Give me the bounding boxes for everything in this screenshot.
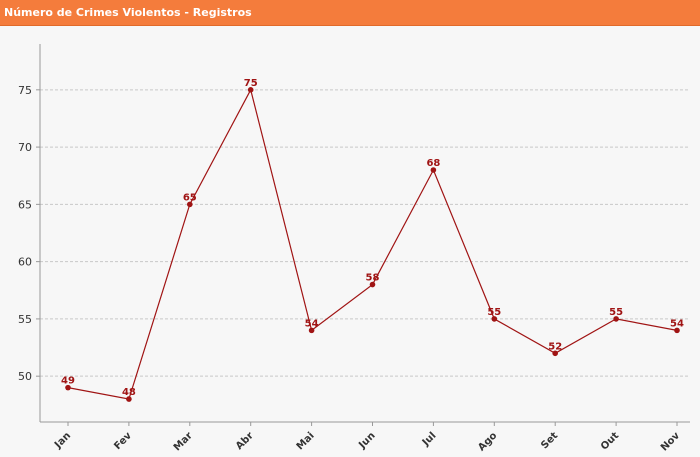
data-points <box>65 87 680 402</box>
x-tick-labels: Jan Fev Mar Abr Mai Jun Jul Ago Set Out Nov <box>52 430 682 454</box>
chart-panel: 50 55 60 65 70 75 Jan Fev Mar Abr Mai Jun Jul Ago Set… <box>0 26 700 457</box>
series-line <box>67 88 678 400</box>
data-point-nov <box>674 327 680 334</box>
data-labels: 49 48 65 75 54 58 68 55 52 55 54 <box>61 78 684 398</box>
data-label-out: 55 <box>609 307 623 318</box>
data-point-mar <box>187 201 193 208</box>
data-point-abr <box>247 87 254 93</box>
data-point-fev <box>126 396 132 402</box>
data-label-mar: 65 <box>183 192 197 203</box>
data-point-out <box>613 316 619 322</box>
x-tick-label-abr: Abr <box>234 430 256 452</box>
data-label-jan: 49 <box>61 376 75 387</box>
x-tick-label-mar: Mar <box>172 430 195 453</box>
data-point-jan <box>65 384 71 391</box>
data-label-jun: 58 <box>366 273 380 284</box>
y-tick-label: 50 <box>18 370 32 383</box>
data-label-nov: 54 <box>670 318 684 329</box>
data-point-jun <box>369 281 376 288</box>
x-tick-label-jul: Jul <box>420 430 439 449</box>
line-chart: 50 55 60 65 70 75 Jan Fev Mar Abr Mai Jun Jul Ago Set… <box>18 44 690 454</box>
data-label-abr: 75 <box>244 78 258 89</box>
data-label-set: 52 <box>548 341 562 352</box>
data-point-mai <box>308 327 315 334</box>
x-tick-label-mai: Mai <box>295 430 317 452</box>
x-tick-label-fev: Fev <box>112 430 134 452</box>
x-tick-label-jun: Jun <box>356 430 377 451</box>
gridlines <box>40 89 690 377</box>
data-point-set <box>552 350 558 357</box>
x-tick-label-ago: Ago <box>476 430 499 453</box>
data-label-ago: 55 <box>487 307 501 318</box>
data-point-ago <box>491 316 498 322</box>
x-tick-label-nov: Nov <box>659 430 683 454</box>
y-tick-label: 75 <box>18 84 32 97</box>
data-label-jul: 68 <box>426 158 440 169</box>
y-tick-label: 65 <box>18 198 32 211</box>
y-tick-label: 70 <box>18 141 32 154</box>
chart-title: Número de Crimes Violentos - Registros <box>4 6 252 19</box>
x-tick-label-out: Out <box>599 430 621 452</box>
data-label-fev: 48 <box>122 387 136 398</box>
x-tick-label-set: Set <box>539 430 560 451</box>
chart-header: Número de Crimes Violentos - Registros <box>0 0 700 26</box>
axes <box>36 44 690 426</box>
data-point-jul <box>430 167 437 173</box>
data-label-mai: 54 <box>305 318 319 329</box>
series-polyline <box>67 88 678 400</box>
y-tick-label: 55 <box>18 313 32 326</box>
x-tick-label-jan: Jan <box>52 430 73 451</box>
y-tick-labels: 50 55 60 65 70 75 <box>18 84 32 383</box>
y-tick-label: 60 <box>18 256 32 269</box>
